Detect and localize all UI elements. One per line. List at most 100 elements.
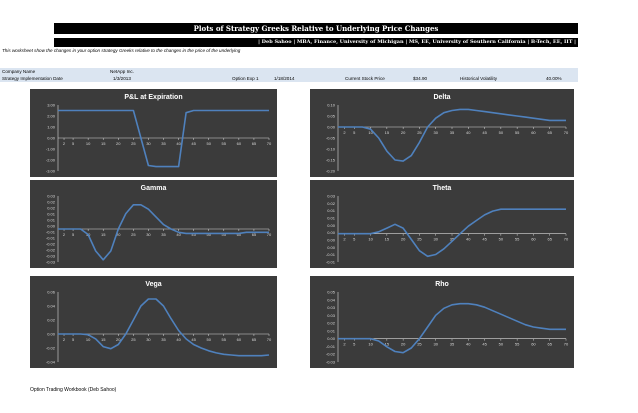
theta-ytick-label: 0.01	[327, 216, 336, 221]
rho-ytick-label: -0.03	[326, 360, 336, 365]
vega-xtick-label: 60	[237, 337, 242, 342]
delta-xtick-label: 30	[433, 130, 438, 135]
vega-ytick-label: -0.04	[46, 360, 56, 365]
gamma-xtick-label: 15	[101, 232, 106, 237]
pl-xtick-label: 40	[176, 141, 181, 146]
rho-xtick-label: 70	[564, 342, 569, 347]
hist-vol-label: Historical Volatility	[460, 76, 498, 81]
pl-xtick-label: 60	[237, 141, 242, 146]
delta-title: Delta	[433, 94, 450, 101]
delta-xtick-label: 20	[401, 130, 406, 135]
theta-ytick-label: 0.01	[327, 208, 336, 213]
pl-xtick-label: 55	[222, 141, 227, 146]
gamma-xtick-label: 5	[72, 232, 75, 237]
pl-series-line	[58, 109, 269, 168]
theta-xtick-label: 40	[466, 237, 471, 242]
pl-xtick-label: 10	[86, 141, 91, 146]
pl-ytick-label: -2.00	[46, 158, 56, 163]
gamma-xtick-label: 50	[206, 232, 211, 237]
gamma-xtick-label: 20	[116, 232, 121, 237]
delta-xtick-label: 15	[385, 130, 390, 135]
theta-chart: Theta 0.03 0.02 0.01 0.01 0.00 0.00 0.00 0.00 -0.…	[310, 180, 574, 268]
theta-ytick-label: -0.01	[326, 260, 336, 265]
delta-xtick-label: 5	[353, 130, 356, 135]
gamma-xtick-label: 2	[63, 232, 66, 237]
theta-ytick-label: 0.00	[327, 230, 336, 235]
theta-xtick-label: 35	[450, 237, 455, 242]
gamma-ytick-label: -0.01	[46, 230, 56, 235]
rho-xtick-label: 25	[417, 342, 422, 347]
delta-xtick-label: 25	[417, 130, 422, 135]
theta-ytick-label: 0.03	[327, 194, 336, 199]
vega-xtick-label: 70	[267, 337, 272, 342]
pl-xtick-label: 50	[206, 141, 211, 146]
vega-ytick-label: -0.02	[46, 346, 56, 351]
rho-ytick-label: -0.02	[326, 352, 336, 357]
impl-date-label: Strategy Implementation Date	[2, 76, 63, 81]
pl-chart: P&L at Expiration 3.00 2.00 1.00 0.00 -1.00 -2…	[30, 89, 277, 177]
gamma-title: Gamma	[141, 185, 167, 192]
page-title: Plots of Strategy Greeks Relative to Und…	[54, 23, 578, 34]
rho-xtick-label: 2	[343, 342, 346, 347]
vega-chart: Vega 0.06 0.04 0.02 0.00 -0.02 -0.04 2 5 10 15 20 25…	[30, 276, 277, 368]
pl-xtick-label: 70	[267, 141, 272, 146]
theta-xtick-label: 15	[385, 237, 390, 242]
pl-xtick-label: 35	[161, 141, 166, 146]
gamma-chart: Gamma 0.03 0.02 0.02 0.01 0.01 0.00 -0.01 -0.01-…	[30, 180, 277, 268]
impl-date-value[interactable]: 1/3/2013	[113, 76, 131, 81]
stock-price-value[interactable]: $34.90	[413, 76, 428, 81]
author-banner: | Deb Sahoo | MBA, Finance, University o…	[54, 38, 578, 47]
gamma-ytick-label: 0.03	[47, 194, 56, 199]
rho-xtick-label: 30	[433, 342, 438, 347]
theta-ytick-label: 0.02	[327, 201, 336, 206]
theta-ytick-label: -0.01	[326, 252, 336, 257]
vega-xtick-label: 45	[191, 337, 196, 342]
vega-xtick-label: 2	[63, 337, 66, 342]
gamma-xtick-label: 65	[252, 232, 257, 237]
delta-ytick-label: -0.05	[326, 136, 336, 141]
delta-xtick-label: 2	[343, 130, 346, 135]
vega-xtick-label: 30	[146, 337, 151, 342]
vega-xtick-label: 10	[86, 337, 91, 342]
vega-ytick-label: 0.06	[47, 290, 56, 295]
hist-vol-value[interactable]: 40.00%	[546, 76, 562, 81]
rho-ytick-label: 0.04	[327, 297, 336, 302]
pl-ytick-label: 2.00	[47, 114, 56, 119]
pl-xtick-label: 25	[131, 141, 136, 146]
rho-xtick-label: 50	[499, 342, 504, 347]
delta-xtick-label: 35	[450, 130, 455, 135]
pl-xtick-label: 45	[191, 141, 196, 146]
vega-xtick-label: 65	[252, 337, 257, 342]
gamma-ytick-label: -0.03	[46, 260, 56, 265]
rho-xtick-label: 20	[401, 342, 406, 347]
delta-ytick-label: 0.10	[327, 103, 336, 108]
delta-ytick-label: -0.15	[326, 158, 336, 163]
delta-xtick-label: 45	[482, 130, 487, 135]
rho-ytick-label: -0.01	[326, 344, 336, 349]
theta-xtick-label: 55	[515, 237, 520, 242]
theta-ytick-label: 0.00	[327, 223, 336, 228]
gamma-xtick-label: 45	[191, 232, 196, 237]
theta-ytick-label: 0.00	[327, 245, 336, 250]
rho-ytick-label: 0.03	[327, 313, 336, 318]
gamma-xtick-label: 60	[237, 232, 242, 237]
company-row: Company Name NetApp Inc.	[0, 67, 578, 75]
footer: Option Trading Workbook (Deb Sahoo)	[30, 387, 117, 393]
gamma-xtick-label: 40	[176, 232, 181, 237]
pl-chart-svg: P&L at Expiration 3.00 2.00 1.00 0.00 -1.00 -2…	[46, 94, 272, 174]
rho-xtick-label: 10	[368, 342, 373, 347]
gamma-ytick-label: -0.01	[46, 236, 56, 241]
vega-xtick-label: 40	[176, 337, 181, 342]
theta-xtick-label: 2	[343, 237, 346, 242]
gamma-series-line	[58, 204, 269, 261]
pl-xtick-label: 20	[116, 141, 121, 146]
company-value[interactable]: NetApp Inc.	[110, 69, 135, 74]
delta-xtick-label: 70	[564, 130, 569, 135]
vega-xtick-label: 20	[116, 337, 121, 342]
option-exp-value[interactable]: 1/18/2014	[274, 76, 295, 81]
pl-ytick-label: 0.00	[47, 136, 56, 141]
theta-xtick-label: 25	[417, 237, 422, 242]
option-exp-label: Option Exp 1	[232, 76, 259, 81]
